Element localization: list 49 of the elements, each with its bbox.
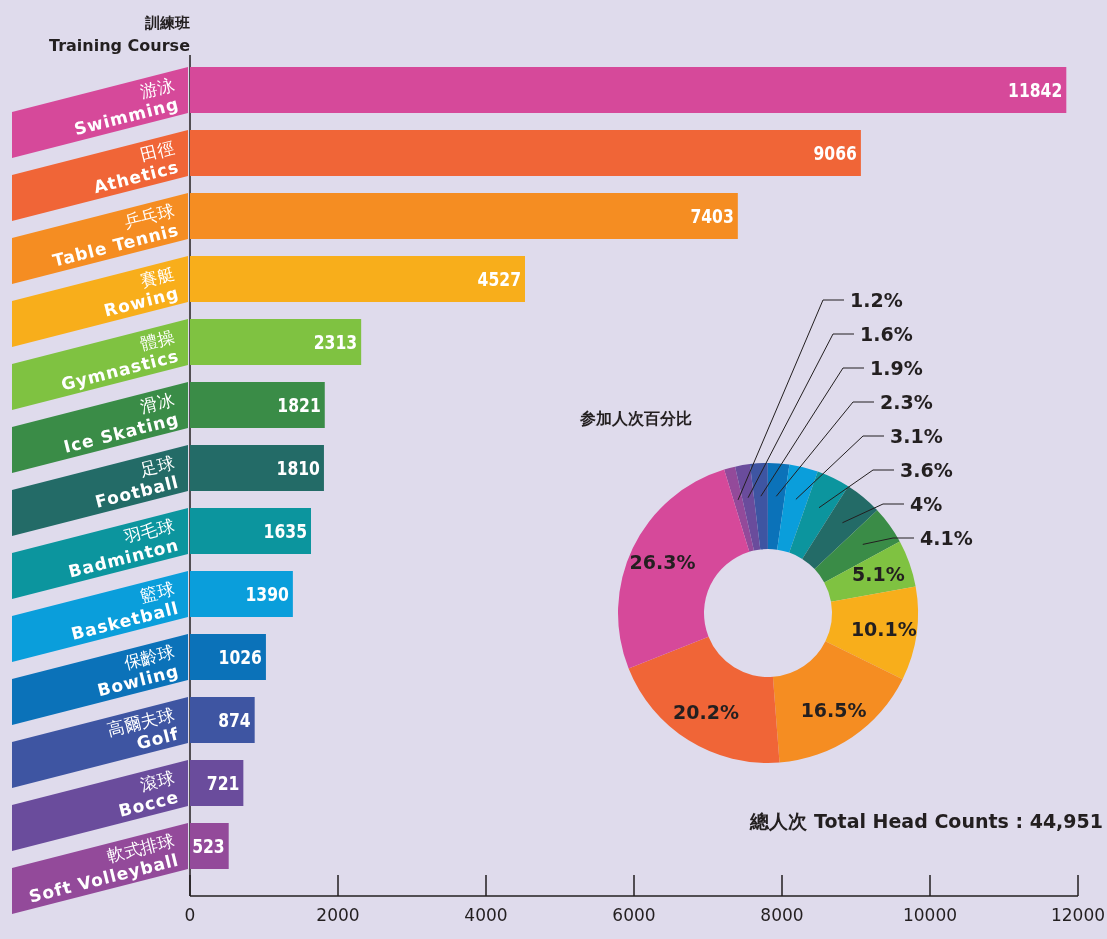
data-label: 2313 — [313, 330, 358, 354]
donut-slice — [618, 469, 750, 669]
donut-slice — [777, 464, 818, 553]
y-tick-label: 高爾夫球 Golf — [105, 704, 181, 754]
y-tick-label: 賽艇 Rowing — [101, 263, 181, 321]
donut-slice — [825, 586, 918, 680]
donut-slice — [724, 466, 754, 552]
donut-slice — [767, 463, 790, 550]
data-label: 1026 — [218, 645, 262, 669]
data-label: 26.3% — [629, 551, 696, 574]
x-tick-label: 4000 — [464, 905, 508, 925]
x-tick-label: 2000 — [316, 905, 360, 925]
annotation: 總人次 Total Head Counts : 44,951 — [749, 810, 1103, 832]
data-label: 1.9% — [870, 357, 923, 379]
donut-slice — [735, 464, 761, 551]
data-label: 1.6% — [860, 323, 913, 345]
donut-slice — [628, 636, 780, 763]
y-tick-label: 滾球 Bocce — [116, 767, 181, 821]
data-label: 3.1% — [890, 425, 943, 447]
x-tick-label: 0 — [184, 905, 196, 925]
data-label: 9066 — [813, 141, 857, 165]
data-label: 874 — [218, 708, 251, 732]
donut-slice — [749, 463, 768, 550]
data-label: 1635 — [263, 519, 307, 543]
data-label: 10.1% — [850, 618, 917, 641]
data-label: 1821 — [277, 393, 321, 417]
data-label: 3.6% — [900, 459, 953, 481]
data-label: 4% — [910, 493, 943, 515]
data-label: 1810 — [276, 456, 320, 480]
x-tick-label: 8000 — [760, 905, 804, 925]
data-label: 4.1% — [920, 527, 973, 549]
data-label: 4527 — [477, 267, 521, 291]
y-axis-title: 訓練班 Training Course — [48, 14, 191, 55]
data-label: 16.5% — [800, 698, 867, 721]
donut-slice — [789, 471, 849, 559]
data-label: 1.2% — [850, 289, 903, 311]
data-label: 1390 — [245, 582, 289, 606]
donut-slice — [772, 641, 903, 763]
data-label: 523 — [192, 834, 225, 858]
data-label: 721 — [206, 771, 240, 795]
x-tick-label: 6000 — [612, 905, 656, 925]
data-label: 7403 — [690, 204, 734, 228]
x-tick-label: 12000 — [1050, 905, 1106, 925]
data-label: 20.2% — [673, 701, 740, 724]
data-label: 11842 — [1008, 78, 1063, 102]
text: 参加人次百分比 — [579, 409, 692, 428]
data-label: 2.3% — [880, 391, 933, 413]
data-label: 5.1% — [852, 563, 905, 586]
x-tick-label: 10000 — [902, 905, 958, 925]
